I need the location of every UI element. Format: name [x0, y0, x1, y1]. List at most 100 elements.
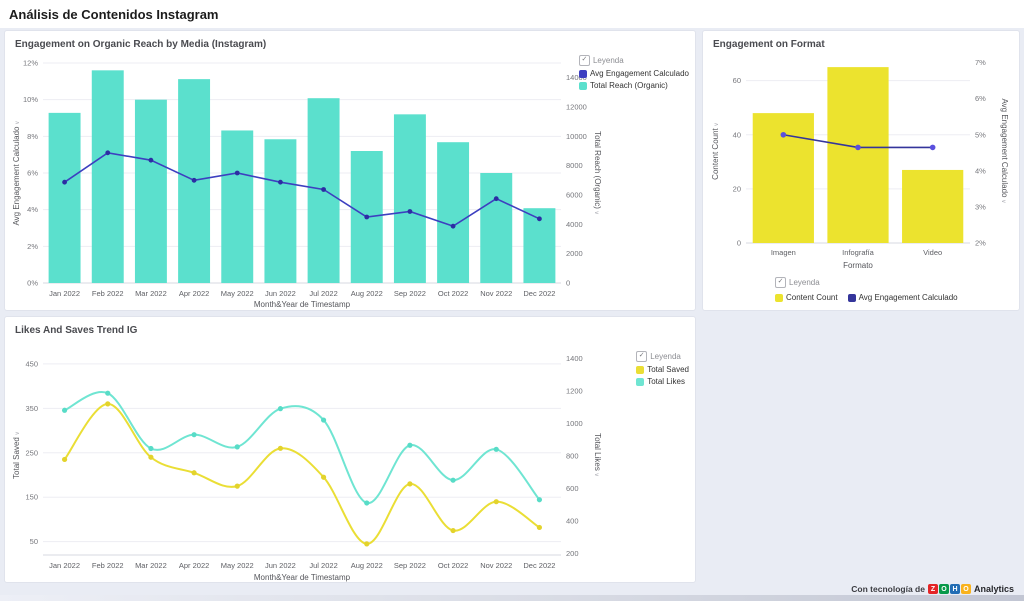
bar[interactable] [393, 114, 426, 283]
data-point[interactable] [493, 499, 499, 505]
data-point[interactable] [61, 456, 68, 463]
data-point[interactable] [61, 407, 68, 413]
data-point[interactable] [450, 477, 456, 483]
data-point[interactable] [277, 406, 284, 412]
left-tick-label: 350 [25, 404, 38, 413]
data-point[interactable] [320, 474, 327, 480]
x-tick-label: Jan 2022 [49, 289, 80, 298]
right-tick-label: 14000 [566, 73, 587, 82]
data-point[interactable] [929, 144, 936, 151]
bar[interactable] [48, 112, 81, 283]
left-tick-label: 0% [27, 279, 38, 288]
chevron-down-icon[interactable]: ∨ [1000, 197, 1006, 203]
data-point[interactable] [407, 481, 413, 487]
bar[interactable] [221, 130, 254, 283]
data-point[interactable] [191, 470, 197, 476]
right-tick-label: 10000 [566, 132, 587, 141]
data-point[interactable] [855, 144, 861, 151]
data-point[interactable] [105, 150, 111, 156]
bar[interactable] [437, 142, 470, 283]
data-point[interactable] [148, 454, 154, 460]
x-tick-label: Jan 2022 [49, 561, 80, 570]
legend-item-total-saved[interactable]: Total Saved [636, 365, 689, 375]
data-point[interactable] [278, 179, 283, 185]
data-point[interactable] [234, 444, 240, 450]
checkbox-icon[interactable]: ✓ [578, 55, 590, 66]
bar[interactable] [264, 139, 297, 283]
legend-item-total-likes[interactable]: Total Likes [636, 377, 689, 387]
x-tick-label: May 2022 [221, 289, 254, 298]
legend-toggle[interactable]: ✓ Leyenda [775, 277, 958, 288]
legend-item-content-count[interactable]: Content Count [775, 293, 838, 303]
bar[interactable] [91, 70, 124, 283]
data-point[interactable] [105, 401, 111, 407]
bar[interactable] [827, 67, 889, 243]
data-point[interactable] [450, 223, 456, 229]
legend-item-avg-engagement[interactable]: Avg Engagement Calculado [847, 293, 958, 303]
right-axis-title[interactable]: Avg Engagement Calculado ∨ [1000, 98, 1009, 203]
legend-item-label: Total Saved [647, 365, 689, 374]
left-axis-title[interactable]: Avg Engagement Calculado ∨ [12, 120, 21, 225]
data-point[interactable] [450, 527, 456, 534]
chevron-down-icon[interactable]: ∨ [15, 120, 21, 126]
legend-toggle[interactable]: ✓ Leyenda [578, 55, 689, 66]
data-point[interactable] [364, 541, 370, 547]
data-point[interactable] [536, 497, 543, 503]
data-point[interactable] [320, 417, 327, 423]
checkbox-icon[interactable]: ✓ [636, 351, 648, 362]
data-point[interactable] [536, 524, 543, 531]
data-point[interactable] [493, 446, 499, 452]
powered-by-text: Con tecnología de [851, 584, 925, 594]
data-point[interactable] [148, 445, 154, 452]
data-point[interactable] [277, 445, 284, 451]
data-point[interactable] [493, 196, 499, 202]
x-tick-label: Dec 2022 [523, 561, 555, 570]
legend-toggle[interactable]: ✓ Leyenda [636, 351, 689, 362]
chart-title: Engagement on Organic Reach by Media (In… [15, 39, 267, 50]
x-axis-title: Formato [843, 261, 873, 270]
left-tick-label: 8% [27, 132, 38, 141]
bar[interactable] [902, 169, 964, 243]
chart-title: Engagement on Format [713, 39, 825, 50]
x-tick-label: Infografía [842, 248, 875, 257]
data-point[interactable] [780, 131, 787, 138]
bar[interactable] [480, 173, 513, 283]
data-point[interactable] [537, 216, 542, 222]
data-point[interactable] [364, 500, 370, 506]
left-axis-title[interactable]: Content Count ∨ [711, 122, 720, 180]
zoho-logo-letter: H [949, 584, 960, 594]
chevron-down-icon[interactable]: ∨ [593, 209, 599, 215]
data-point[interactable] [234, 170, 240, 176]
data-point[interactable] [191, 177, 197, 183]
legend-item-total-reach[interactable]: Total Reach (Organic) [578, 81, 689, 91]
left-axis-title[interactable]: Total Saved ∨ [12, 431, 21, 479]
right-axis-title[interactable]: Total Likes ∨ [593, 433, 602, 477]
data-point[interactable] [105, 390, 111, 396]
data-point[interactable] [191, 432, 197, 438]
x-tick-label: Oct 2022 [438, 561, 468, 570]
right-tick-label: 4000 [566, 220, 583, 229]
panel-likes-saves-trend: Likes And Saves Trend IG 50 150 250 350 450 2… [4, 316, 696, 583]
zoho-logo-letter: Z [927, 584, 938, 594]
checkbox-icon[interactable]: ✓ [775, 277, 786, 288]
data-point[interactable] [321, 187, 326, 192]
bar[interactable] [134, 99, 167, 283]
data-point[interactable] [407, 209, 413, 214]
left-tick-label: 250 [25, 448, 38, 457]
data-point[interactable] [148, 157, 154, 163]
left-tick-label: 0 [737, 239, 741, 248]
data-point[interactable] [62, 179, 67, 185]
chevron-down-icon[interactable]: ∨ [15, 431, 21, 437]
x-tick-label: Imagen [771, 248, 796, 257]
data-point[interactable] [234, 483, 240, 489]
data-point[interactable] [364, 214, 370, 220]
data-point[interactable] [407, 442, 413, 448]
right-axis-title[interactable]: Total Reach (Organic) ∨ [593, 131, 602, 215]
chart-legend: ✓ Leyenda Avg Engagement Calculado Total… [578, 55, 689, 91]
chevron-down-icon[interactable]: ∨ [593, 471, 599, 477]
right-tick-label: 5% [975, 130, 986, 139]
legend-item-label: Content Count [786, 293, 838, 302]
legend-item-avg-engagement[interactable]: Avg Engagement Calculado [578, 69, 689, 79]
chevron-down-icon[interactable]: ∨ [714, 122, 720, 128]
